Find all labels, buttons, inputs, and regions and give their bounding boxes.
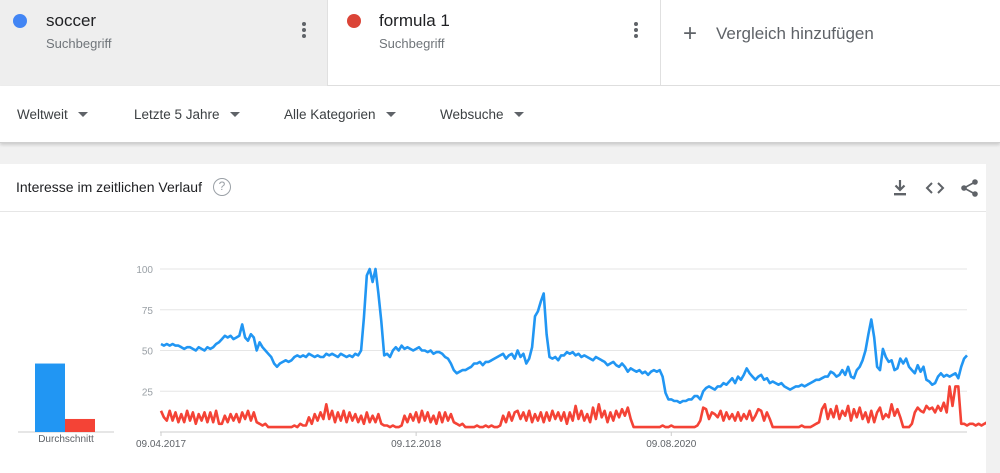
help-icon[interactable]: ? <box>213 178 231 196</box>
term-card-soccer[interactable]: soccer Suchbegriff <box>0 0 328 86</box>
region-label: Weltweit <box>17 107 68 122</box>
term-name: formula 1 <box>379 11 450 30</box>
filter-bar: Weltweit Letzte 5 Jahre Alle Kategorien … <box>0 86 1000 143</box>
caret-down-icon <box>513 112 524 117</box>
add-comparison-button[interactable]: + Vergleich hinzufügen <box>661 0 1000 85</box>
card-header: Interesse im zeitlichen Verlauf ? <box>0 164 986 212</box>
interest-over-time-card: Interesse im zeitlichen Verlauf ? 25 50 75… <box>0 164 986 473</box>
x-tick-label: 09.04.2017 <box>136 439 186 450</box>
term-color-dot <box>347 14 361 28</box>
region-dropdown[interactable]: Weltweit <box>17 107 88 122</box>
term-type: Suchbegriff <box>379 36 445 51</box>
y-tick-label: 75 <box>142 306 154 317</box>
card-title: Interesse im zeitlichen Verlauf <box>16 179 202 195</box>
y-tick-label: 100 <box>136 265 153 276</box>
average-bars <box>18 363 114 433</box>
average-bar-formula-1 <box>65 418 95 432</box>
embed-code-icon[interactable] <box>925 178 945 198</box>
average-label: Durchschnitt <box>38 434 94 445</box>
term-card-formula-1[interactable]: formula 1 Suchbegriff <box>328 0 661 86</box>
x-tick-label: 09.12.2018 <box>391 439 441 450</box>
average-bar-soccer <box>35 363 65 432</box>
caret-down-icon <box>229 112 240 117</box>
chart-grid: 25 50 75 100 <box>136 265 967 433</box>
y-tick-label: 25 <box>142 387 154 398</box>
term-name: soccer <box>46 11 97 30</box>
series-line-formula-1 <box>159 385 986 429</box>
share-icon[interactable] <box>960 178 980 198</box>
term-color-dot <box>13 14 27 28</box>
add-comparison-label: Vergleich hinzufügen <box>716 24 874 43</box>
compare-bar: soccer Suchbegriff formula 1 Suchbegriff… <box>0 0 1000 86</box>
caret-down-icon <box>77 112 88 117</box>
category-dropdown[interactable]: Alle Kategorien <box>284 107 396 122</box>
search-type-dropdown[interactable]: Websuche <box>440 107 524 122</box>
plus-icon: + <box>683 20 698 47</box>
series-line-soccer <box>160 267 968 404</box>
time-range-dropdown[interactable]: Letzte 5 Jahre <box>134 107 240 122</box>
time-range-label: Letzte 5 Jahre <box>134 107 220 122</box>
chart-series <box>159 267 986 429</box>
download-icon[interactable] <box>891 178 909 198</box>
trend-chart: 25 50 75 100 09.04.2017 09.12.2018 09.08.2020… <box>18 265 986 450</box>
kebab-menu-icon[interactable] <box>302 22 306 40</box>
term-type: Suchbegriff <box>46 36 112 51</box>
x-axis-labels: 09.04.2017 09.12.2018 09.08.2020 <box>136 432 697 450</box>
search-type-label: Websuche <box>440 107 504 122</box>
caret-down-icon <box>385 112 396 117</box>
x-tick-label: 09.08.2020 <box>646 439 696 450</box>
page-scrollbar[interactable] <box>986 164 1000 473</box>
category-label: Alle Kategorien <box>284 107 376 122</box>
y-tick-label: 50 <box>142 347 154 358</box>
kebab-menu-icon[interactable] <box>634 22 638 40</box>
